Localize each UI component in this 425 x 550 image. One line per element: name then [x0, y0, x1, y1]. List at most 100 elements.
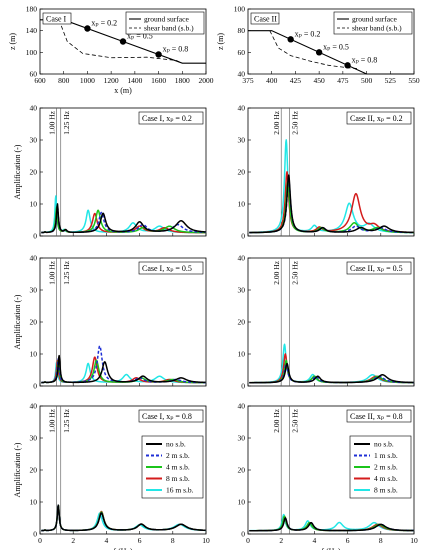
legend-label: shear band (s.b.): [144, 24, 194, 33]
x-tick-label: 400: [266, 76, 278, 85]
x-tick-label: 2: [71, 536, 75, 545]
y-tick-label: 40: [30, 254, 38, 263]
x-tick-label: 800: [58, 76, 70, 85]
xr-point-label: xₚ = 0.5: [323, 42, 349, 51]
legend-label: 2 m s.b.: [166, 451, 190, 460]
legend-label: 16 m s.b.: [166, 486, 194, 495]
series-line-no-sb: [248, 517, 414, 532]
x-tick-label: 6: [138, 536, 142, 545]
x-axis-label: f (Hz): [113, 547, 133, 550]
x-tick-label: 0: [38, 536, 42, 545]
y-tick-label: 30: [238, 434, 246, 443]
x-tick-label: 4: [313, 536, 317, 545]
legend-label: no s.b.: [166, 440, 186, 449]
y-tick-label: 10: [238, 498, 246, 507]
y-tick-label: 20: [30, 318, 38, 327]
legend-label: no s.b.: [374, 440, 394, 449]
case-label-frame: [138, 261, 204, 275]
y-tick-label: 30: [30, 434, 38, 443]
series-line-4-m-sb: [40, 359, 206, 384]
xr-point-marker: [84, 25, 91, 32]
series-line-16-m-sb: [40, 504, 206, 532]
plot-frame: [247, 8, 415, 75]
case-label: Case I: [46, 15, 67, 24]
y-tick-label: 20: [238, 318, 246, 327]
xr-point-label: xₚ = 0.2: [295, 29, 321, 38]
series-line-8-m-sb: [248, 139, 414, 234]
y-tick-label: 40: [238, 254, 246, 263]
xr-point-marker: [315, 49, 323, 56]
x-tick-label: 4: [105, 536, 109, 545]
y-tick-label: 40: [30, 402, 38, 411]
x-tick-label: 10: [202, 536, 210, 545]
y-tick-label: 10: [238, 350, 246, 359]
series-line-2-m-sb: [248, 180, 414, 234]
y-tick-label: 0: [241, 232, 245, 241]
case-label: Case I, xₚ = 0.2: [142, 114, 192, 123]
case-label-box: Case II, xₚ = 0.5: [346, 261, 412, 275]
case-label-box: Case II, xₚ = 0.8: [346, 409, 412, 423]
x-tick-label: 1400: [127, 76, 142, 85]
legend-frame: [333, 11, 413, 35]
reference-frequency-label: 1.25 Hz: [62, 408, 71, 432]
plot-frame: [39, 8, 207, 75]
x-tick-label: 1000: [80, 76, 95, 85]
x-tick-label: 8: [379, 536, 383, 545]
y-tick-label: 0: [241, 382, 245, 391]
series-line-8-m-sb: [40, 504, 206, 532]
y-axis-label: z (m): [216, 33, 225, 50]
x-tick-label: 1800: [175, 76, 190, 85]
series-line-no-sb: [40, 504, 206, 532]
legend-label: 8 m s.b.: [166, 474, 190, 483]
reference-frequency-label: 1.00 Hz: [48, 110, 57, 134]
series-line-2-m-sb: [40, 504, 206, 532]
y-tick-label: 10: [30, 498, 38, 507]
case-label-frame: [42, 12, 72, 25]
case-label: Case II: [254, 15, 277, 24]
amplification-panel-caseI-xr0.8: 0 10 20 30 40 0 2 4 6 8 10 Amplification (-) f (Hz) 1…: [13, 402, 210, 550]
y-tick-label: 0: [33, 382, 37, 391]
reference-frequency-label: 1.25 Hz: [62, 110, 71, 134]
legend-label: 4 m s.b.: [166, 463, 190, 472]
y-tick-label: 0: [33, 232, 37, 241]
y-tick-label: 40: [30, 104, 38, 113]
series-line-1-m-sb: [248, 362, 414, 384]
reference-frequency-label: 2.50 Hz: [291, 260, 300, 284]
y-tick-label: 10: [30, 350, 38, 359]
y-tick-label: 30: [238, 286, 246, 295]
amplification-panel-caseI-xr0.2: 0 10 20 30 40 Amplification (-) 1.00 Hz 1.25 Hz…: [13, 104, 207, 241]
y-axis-label: Amplification (-): [13, 442, 22, 497]
x-tick-label: 8: [171, 536, 175, 545]
series-legend: no s.b. 2 m s.b. 4 m s.b. 8 m s.b. 16 m s.b.: [141, 435, 204, 499]
legend-label: 8 m s.b.: [374, 486, 398, 495]
x-axis-label: x (m): [114, 86, 132, 95]
series-line-8-m-sb: [40, 356, 206, 384]
y-tick-label: 180: [26, 5, 38, 14]
x-tick-label: 0: [246, 536, 250, 545]
legend-label: 4 m s.b.: [374, 474, 398, 483]
series-line-2-m-sb: [40, 204, 206, 234]
y-axis-label: Amplification (-): [13, 144, 22, 199]
y-axis-label: Amplification (-): [13, 294, 22, 349]
y-tick-label: 20: [30, 168, 38, 177]
legend-label: 1 m s.b.: [374, 451, 398, 460]
reference-frequency-label: 1.00 Hz: [48, 408, 57, 432]
series-line-16-m-sb: [40, 361, 206, 384]
xr-point-marker: [344, 62, 351, 69]
y-tick-label: 40: [238, 104, 246, 113]
y-tick-label: 20: [238, 168, 246, 177]
y-tick-label: 60: [238, 48, 246, 57]
y-tick-label: 0: [241, 530, 245, 539]
geometry-panel-2: 375 400 425 450 475 500 525 550 40 60 80 100 z (m) xₚ…: [216, 5, 420, 86]
amplification-panel-caseII-xr0.8: 0 10 20 30 40 0 2 4 6 8 10 f (Hz) 2.00 Hz 2.50 Hz Case…: [238, 402, 419, 550]
series-line-no-sb: [248, 362, 414, 384]
x-tick-label: 2000: [199, 76, 214, 85]
case-label-frame: [138, 409, 204, 423]
xr-point-label: xₚ = 0.5: [127, 32, 153, 41]
reference-frequency-label: 2.00 Hz: [272, 408, 281, 432]
reference-frequency-label: 2.00 Hz: [272, 260, 281, 284]
case-label-frame: [346, 261, 412, 275]
reference-frequency-label: 2.50 Hz: [291, 110, 300, 134]
amplification-panel-caseI-xr0.5: 0 10 20 30 40 Amplification (-) 1.00 Hz 1.25 Hz…: [13, 254, 207, 391]
